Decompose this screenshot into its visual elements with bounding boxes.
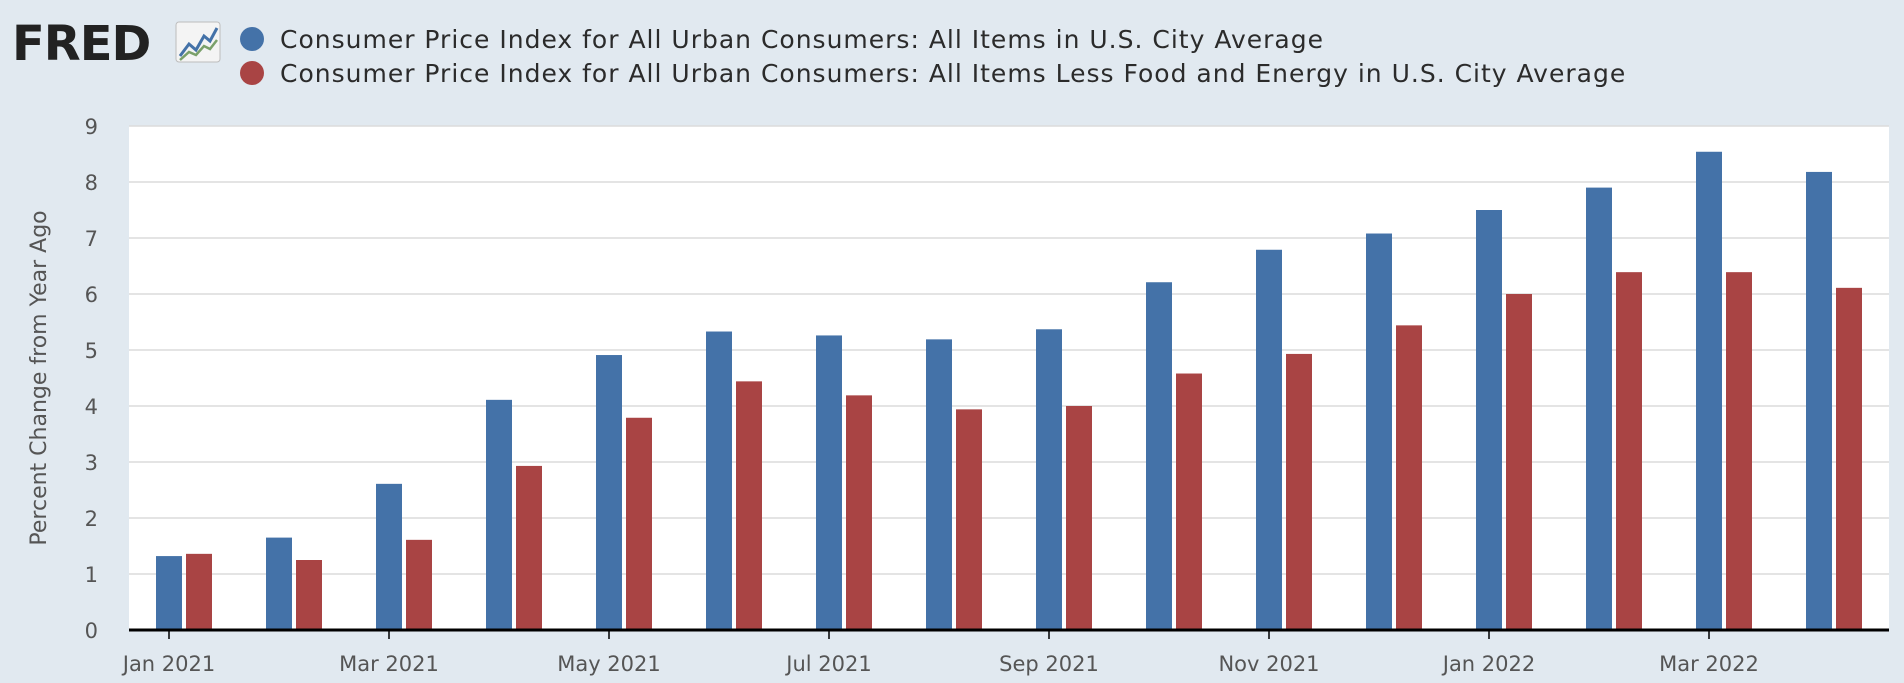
bar-all-items-2021-07[interactable] (816, 335, 842, 630)
bars (156, 151, 1862, 631)
bar-core-2021-01[interactable] (186, 553, 212, 630)
x-tick-label: Mar 2022 (1659, 652, 1759, 676)
bar-all-items-2021-06[interactable] (706, 331, 732, 630)
bar-core-2021-07[interactable] (846, 395, 872, 630)
y-tick-label: 5 (85, 339, 98, 363)
bar-core-2022-01[interactable] (1506, 294, 1532, 630)
bar-core-2021-03[interactable] (406, 539, 432, 630)
bar-all-items-2021-09[interactable] (1036, 329, 1062, 630)
bar-core-2021-09[interactable] (1066, 406, 1092, 630)
bar-all-items-2021-12[interactable] (1366, 233, 1392, 630)
y-tick-label: 2 (85, 507, 98, 531)
bar-all-items-2021-04[interactable] (486, 399, 512, 630)
y-tick-label: 8 (85, 171, 98, 195)
bar-core-2021-06[interactable] (736, 381, 762, 630)
bar-core-2022-04[interactable] (1836, 287, 1862, 630)
bar-all-items-2021-10[interactable] (1146, 282, 1172, 630)
bar-all-items-2021-08[interactable] (926, 339, 952, 630)
x-tick-label: Mar 2021 (339, 652, 439, 676)
bar-core-2021-04[interactable] (516, 465, 542, 630)
legend-item-core[interactable]: Consumer Price Index for All Urban Consu… (240, 56, 1626, 90)
legend-marker-all-items (240, 27, 264, 51)
bar-all-items-2022-04[interactable] (1806, 171, 1832, 631)
bar-core-2022-03[interactable] (1726, 272, 1752, 630)
y-tick-label: 9 (85, 115, 98, 139)
x-tick-label: Jan 2021 (121, 652, 216, 676)
bar-all-items-2021-02[interactable] (266, 537, 292, 630)
bar-core-2021-10[interactable] (1176, 373, 1202, 630)
bar-all-items-2021-11[interactable] (1256, 249, 1282, 630)
y-tick-label: 0 (85, 619, 98, 643)
bar-all-items-2022-03[interactable] (1696, 151, 1722, 630)
x-tick-label: Jan 2022 (1441, 652, 1536, 676)
y-tick-label: 1 (85, 563, 98, 587)
x-tick-label: Nov 2021 (1218, 652, 1319, 676)
x-axis-ticks: Jan 2021 Mar 2021 May 2021 Jul 2021 Sep 2021… (121, 630, 1759, 676)
x-tick-label: Jul 2021 (784, 652, 871, 676)
y-axis-label: Percent Change from Year Ago (27, 210, 52, 545)
bar-core-2021-12[interactable] (1396, 325, 1422, 630)
y-tick-label: 6 (85, 283, 98, 307)
bar-core-2022-02[interactable] (1616, 272, 1642, 630)
bar-core-2021-05[interactable] (626, 417, 652, 630)
bar-all-items-2021-05[interactable] (596, 355, 622, 630)
bar-core-2021-02[interactable] (296, 560, 322, 630)
bar-core-2021-08[interactable] (956, 409, 982, 630)
legend-marker-core (240, 61, 264, 85)
x-tick-label: Sep 2021 (999, 652, 1099, 676)
bar-all-items-2021-03[interactable] (376, 483, 402, 630)
fred-logo: FRED (12, 16, 221, 70)
legend-label-all-items: Consumer Price Index for All Urban Consu… (280, 24, 1324, 54)
legend-label-core: Consumer Price Index for All Urban Consu… (280, 58, 1627, 88)
legend-item-all-items[interactable]: Consumer Price Index for All Urban Consu… (240, 22, 1626, 56)
bar-all-items-2021-01[interactable] (156, 556, 182, 630)
x-tick-label: May 2021 (557, 652, 661, 676)
bar-all-items-2022-02[interactable] (1586, 187, 1612, 630)
bar-all-items-2022-01[interactable] (1476, 210, 1502, 630)
y-tick-label: 7 (85, 227, 98, 251)
y-tick-label: 4 (85, 395, 98, 419)
fred-logo-text: FRED (12, 16, 150, 70)
y-axis-ticks: 0 1 2 3 4 5 6 7 8 9 (85, 115, 98, 643)
y-tick-label: 3 (85, 451, 98, 475)
line-chart-icon (175, 21, 221, 63)
bar-core-2021-11[interactable] (1286, 353, 1312, 630)
chart-legend: Consumer Price Index for All Urban Consu… (240, 22, 1626, 90)
